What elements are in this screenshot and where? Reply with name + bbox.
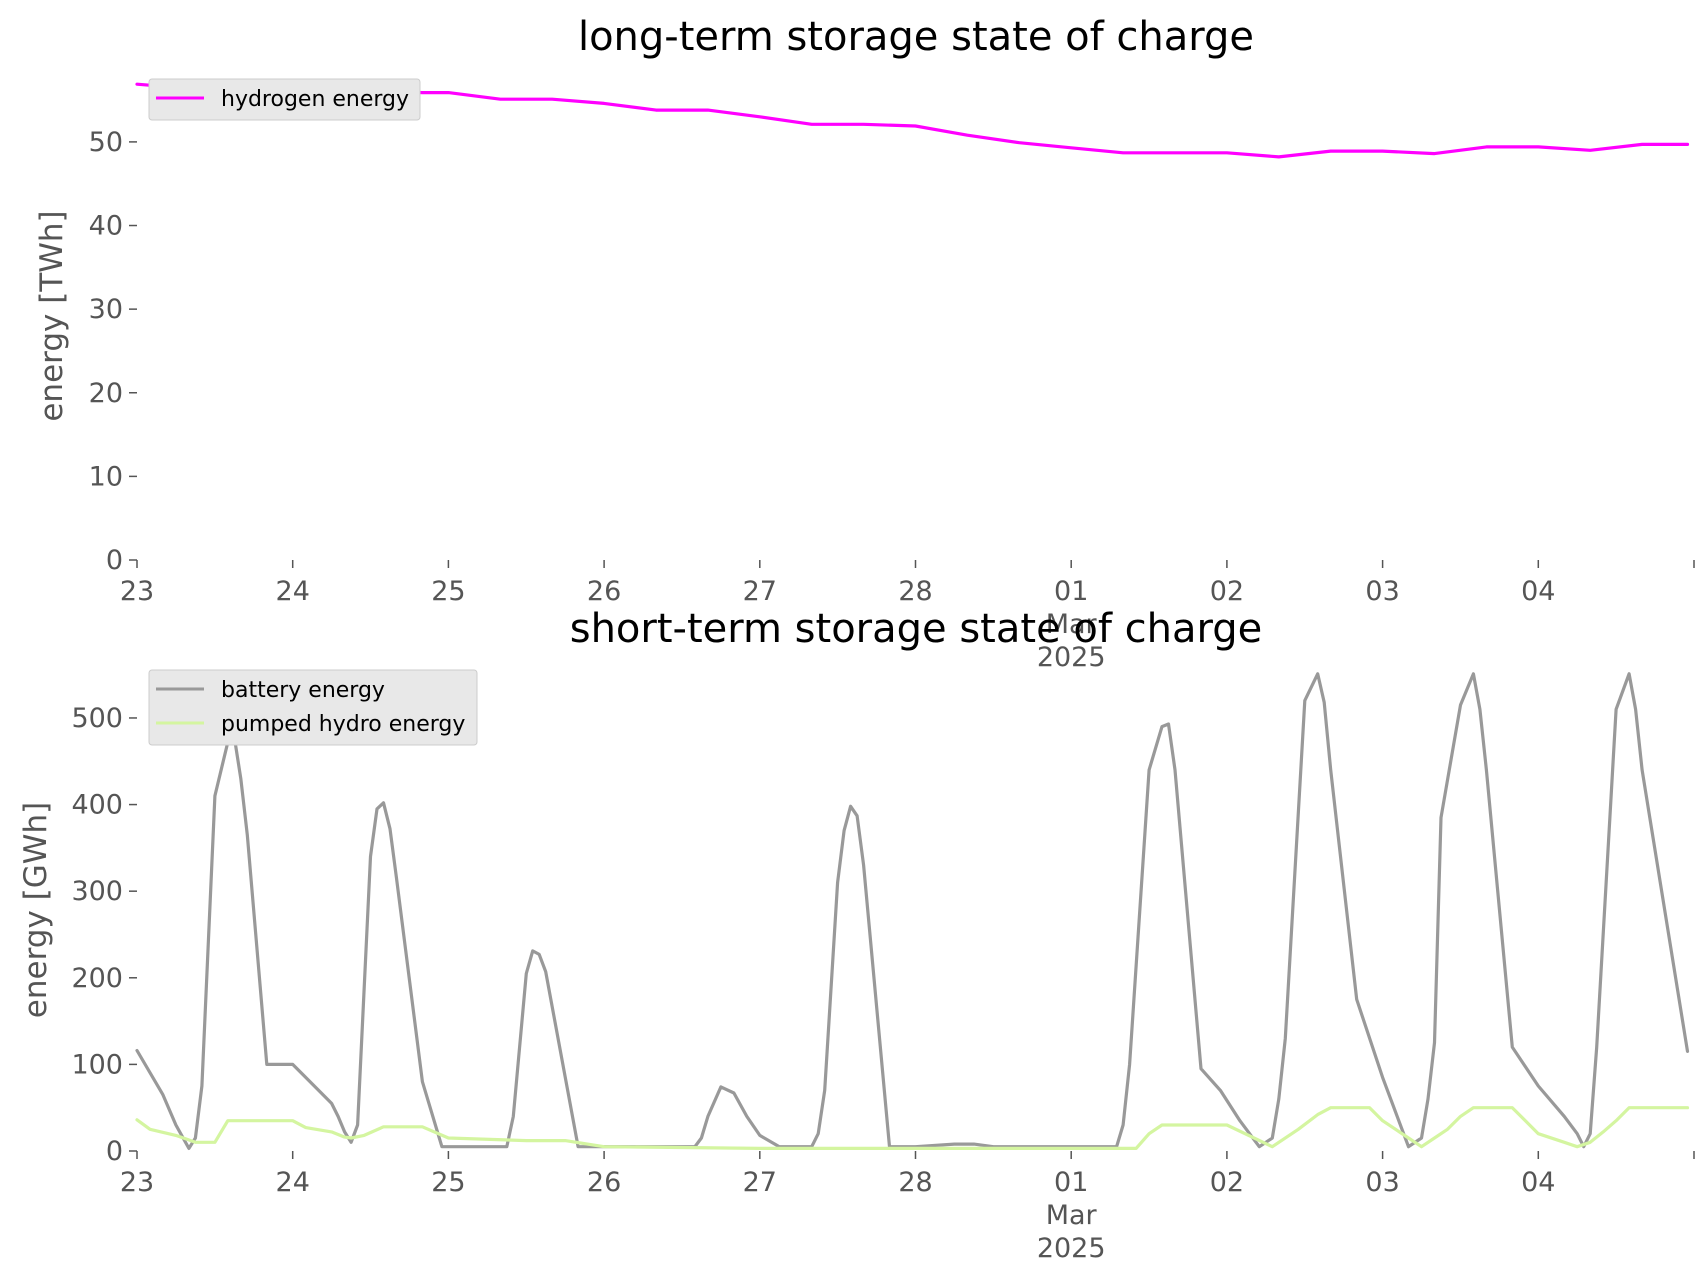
long-term-x-tick-label: 03 (1365, 576, 1399, 607)
short-term-y-tick-label: 200 (71, 963, 123, 994)
short-term-x-tick-label: 01 (1054, 1167, 1088, 1198)
long-term-x-tick-label: 26 (587, 576, 621, 607)
long-term-y-tick-label: 10 (89, 461, 123, 492)
short-term-y-tick-label: 100 (71, 1049, 123, 1080)
short-term-y-tick-label: 400 (71, 790, 123, 821)
long-term-x-tick-label: 24 (276, 576, 310, 607)
short-term-y-tick-label: 0 (106, 1136, 123, 1167)
long-term-y-tick-label: 40 (89, 211, 123, 242)
short-term-x-tick-year: 2025 (1037, 1233, 1106, 1264)
short-term-x-tick-label: 26 (587, 1167, 621, 1198)
long-term-y-tick-label: 30 (89, 294, 123, 325)
long-term-x-tick-label: 04 (1521, 576, 1555, 607)
y-axis-ticks-long-term: 0 10 20 30 40 50 (89, 127, 137, 576)
short-term-series-line-1 (135, 1106, 1690, 1151)
legend-label-battery: battery energy (221, 678, 385, 703)
long-term-x-tick-label: 25 (431, 576, 465, 607)
short-term-y-tick-label: 300 (71, 876, 123, 907)
legend-label-hydrogen: hydrogen energy (221, 87, 409, 112)
y-axis-label-short-term: energy [GWh] (18, 802, 54, 1018)
short-term-y-tick-label: 500 (71, 703, 123, 734)
short-term-x-tick-label: 03 (1365, 1167, 1399, 1198)
long-term-storage-chart: long-term storage state of charge energy… (34, 14, 1695, 673)
long-term-x-tick-label: 01 (1054, 576, 1088, 607)
series-lines-short-term (135, 672, 1690, 1151)
long-term-y-tick-label: 50 (89, 127, 123, 158)
legend-label-pumped-hydro: pumped hydro energy (221, 712, 465, 737)
long-term-x-tick-month: Mar (1046, 609, 1098, 640)
legend-long-term: hydrogen energy (148, 78, 421, 121)
short-term-x-tick-label: 28 (898, 1167, 932, 1198)
short-term-x-tick-month: Mar (1046, 1200, 1098, 1231)
short-term-x-tick-label: 27 (743, 1167, 777, 1198)
short-term-x-tick-label: 04 (1521, 1167, 1555, 1198)
chart-title-short-term: short-term storage state of charge (570, 606, 1263, 652)
y-axis-ticks-short-term: 0 100 200 300 400 500 (71, 703, 137, 1167)
short-term-x-tick-label: 25 (431, 1167, 465, 1198)
legend-short-term: battery energy pumped hydro energy (148, 669, 478, 746)
long-term-x-tick-label: 23 (120, 576, 154, 607)
long-term-x-tick-label: 28 (898, 576, 932, 607)
short-term-x-tick-label: 23 (120, 1167, 154, 1198)
long-term-y-tick-label: 0 (106, 545, 123, 576)
chart-title-long-term: long-term storage state of charge (578, 14, 1254, 60)
long-term-y-tick-label: 20 (89, 378, 123, 409)
short-term-x-tick-label: 24 (276, 1167, 310, 1198)
long-term-x-tick-year: 2025 (1037, 642, 1106, 673)
y-axis-label-long-term: energy [TWh] (34, 210, 70, 421)
long-term-x-tick-label: 27 (743, 576, 777, 607)
legend-box (148, 669, 478, 746)
legend-box (148, 78, 421, 121)
short-term-x-tick-label: 02 (1210, 1167, 1244, 1198)
long-term-x-tick-label: 02 (1210, 576, 1244, 607)
short-term-storage-chart: short-term storage state of charge energ… (18, 606, 1695, 1264)
